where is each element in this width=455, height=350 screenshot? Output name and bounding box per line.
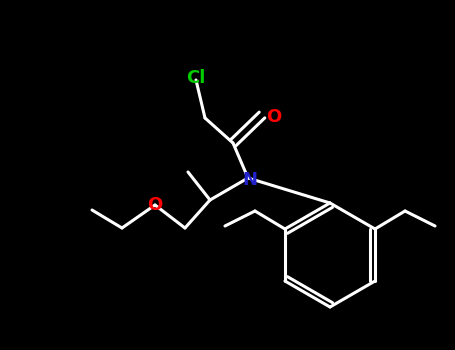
Text: O: O — [266, 108, 282, 126]
Text: N: N — [243, 171, 258, 189]
Text: Cl: Cl — [186, 69, 206, 87]
Text: O: O — [147, 196, 162, 214]
